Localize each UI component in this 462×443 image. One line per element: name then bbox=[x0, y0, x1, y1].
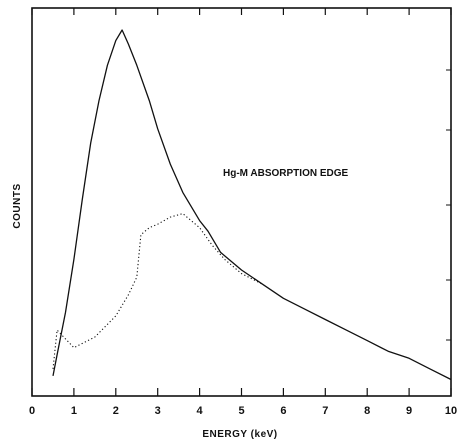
x-tick-label: 0 bbox=[29, 405, 35, 417]
x-tick-label: 7 bbox=[322, 405, 328, 417]
y-axis-title: COUNTS bbox=[12, 183, 23, 228]
x-axis: 0 1 2 3 4 5 6 7 8 9 10 bbox=[29, 8, 457, 417]
x-axis-title: ENERGY (keV) bbox=[202, 429, 277, 440]
series-line-dotted bbox=[52, 213, 263, 369]
plot-frame bbox=[31, 7, 452, 397]
x-tick-label: 10 bbox=[445, 405, 457, 417]
x-tick-label: 5 bbox=[238, 405, 244, 417]
x-tick-label: 1 bbox=[71, 405, 77, 417]
x-tick-label: 4 bbox=[197, 405, 204, 417]
x-tick-label: 2 bbox=[113, 405, 119, 417]
x-tick-label: 6 bbox=[280, 405, 286, 417]
annotation-label: Hg-M ABSORPTION EDGE bbox=[223, 168, 349, 179]
x-tick-label: 9 bbox=[406, 405, 412, 417]
x-tick-label: 3 bbox=[155, 405, 161, 417]
series-layer bbox=[52, 29, 452, 381]
x-tick-label: 8 bbox=[364, 405, 370, 417]
series-line-solid bbox=[52, 29, 452, 381]
